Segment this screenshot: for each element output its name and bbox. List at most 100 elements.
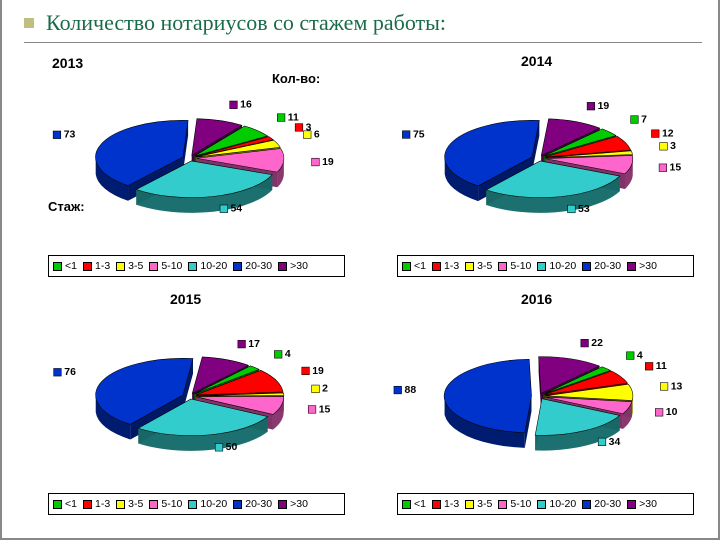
legend-item: 10-20 bbox=[188, 260, 227, 272]
slice-value-marker bbox=[655, 409, 663, 417]
legend-swatch bbox=[498, 500, 507, 509]
legend-label: 3-5 bbox=[128, 260, 143, 272]
slice-value-marker bbox=[587, 102, 595, 110]
legend-swatch bbox=[53, 262, 62, 271]
legend-swatch bbox=[498, 262, 507, 271]
legend-label: 5-10 bbox=[161, 498, 182, 510]
legend: <11-33-55-1010-2020-30>30 bbox=[397, 255, 694, 277]
slice-value-label: 19 bbox=[598, 101, 610, 112]
slice-value-marker bbox=[402, 131, 410, 139]
slice-value-marker bbox=[295, 124, 303, 132]
slice-value-label: 76 bbox=[64, 367, 76, 378]
legend-item: 1-3 bbox=[432, 498, 459, 510]
legend-swatch bbox=[627, 262, 636, 271]
legend-label: 20-30 bbox=[245, 498, 272, 510]
legend-label: 5-10 bbox=[510, 260, 531, 272]
legend-swatch bbox=[627, 500, 636, 509]
legend-item: 3-5 bbox=[116, 260, 143, 272]
legend-label: 20-30 bbox=[245, 260, 272, 272]
slice-value-marker bbox=[660, 383, 668, 391]
slice-value-marker bbox=[302, 367, 310, 375]
slice-value-marker bbox=[215, 443, 223, 451]
legend-item: 3-5 bbox=[465, 260, 492, 272]
legend-label: 5-10 bbox=[510, 498, 531, 510]
chart-panel-2014: 2014712315537519<11-33-55-1010-2020-30>3… bbox=[369, 49, 708, 281]
legend-swatch bbox=[233, 500, 242, 509]
slice-value-marker bbox=[54, 368, 62, 376]
slice-value-label: 88 bbox=[405, 385, 417, 396]
legend-label: <1 bbox=[414, 260, 426, 272]
legend-item: 1-3 bbox=[83, 498, 110, 510]
legend-swatch bbox=[432, 500, 441, 509]
legend-label: 3-5 bbox=[477, 260, 492, 272]
legend-label: >30 bbox=[639, 260, 657, 272]
legend-swatch bbox=[432, 262, 441, 271]
slice-value-label: 53 bbox=[578, 204, 590, 215]
legend-swatch bbox=[83, 262, 92, 271]
slice-value-label: 13 bbox=[671, 381, 683, 392]
slice-value-marker bbox=[220, 205, 228, 213]
legend-swatch bbox=[537, 262, 546, 271]
chart-panel-2015: 2015419215507617<11-33-55-1010-2020-30>3… bbox=[20, 287, 359, 519]
pie-chart: 419215507617 bbox=[20, 303, 359, 493]
slice-value-label: 19 bbox=[322, 157, 334, 168]
legend-swatch bbox=[149, 262, 158, 271]
slice-value-label: 54 bbox=[230, 204, 242, 215]
title-bullet bbox=[24, 18, 34, 28]
title-underline bbox=[24, 42, 702, 43]
pie-chart: 712315537519 bbox=[369, 65, 708, 255]
legend-swatch bbox=[537, 500, 546, 509]
legend-label: 20-30 bbox=[594, 260, 621, 272]
legend: <1 1-3 3-5 5-10 10-20 20-30 >30 bbox=[397, 493, 694, 515]
legend-label: >30 bbox=[639, 498, 657, 510]
slice-value-label: 10 bbox=[666, 407, 678, 418]
slice-value-marker bbox=[312, 385, 320, 393]
legend-swatch bbox=[278, 500, 287, 509]
slice-value-label: 19 bbox=[312, 366, 324, 377]
slice-value-marker bbox=[303, 131, 311, 139]
slice-value-marker bbox=[277, 114, 285, 122]
legend-label: 1-3 bbox=[444, 260, 459, 272]
legend-label: 3-5 bbox=[477, 498, 492, 510]
slice-value-label: 50 bbox=[226, 442, 238, 453]
legend-label: 1-3 bbox=[95, 498, 110, 510]
slice-value-label: 4 bbox=[285, 349, 291, 360]
legend-item: 5-10 bbox=[498, 260, 531, 272]
chart-panel-2013: 2013Кол-во:Стаж:113619547316<11-33-55-10… bbox=[20, 49, 359, 281]
legend-item: 20-30 bbox=[582, 260, 621, 272]
legend-swatch bbox=[116, 500, 125, 509]
legend-item: <1 bbox=[402, 260, 426, 272]
slice-value-marker bbox=[631, 116, 639, 124]
legend-swatch bbox=[116, 262, 125, 271]
slice-value-label: 11 bbox=[656, 361, 667, 372]
legend-label: 5-10 bbox=[161, 260, 182, 272]
legend-item: 5-10 bbox=[149, 498, 182, 510]
page-title: Количество нотариусов со стажем работы: bbox=[46, 10, 446, 36]
legend-swatch bbox=[149, 500, 158, 509]
slice-value-label: 17 bbox=[248, 339, 260, 350]
legend-label: <1 bbox=[65, 498, 77, 510]
slice-value-label: 11 bbox=[288, 112, 299, 123]
legend-label: 1-3 bbox=[444, 498, 459, 510]
slice-value-label: 16 bbox=[240, 100, 252, 111]
chart-panel-2016: 20164111310348822<11-33-55-1010-2020-30>… bbox=[369, 287, 708, 519]
legend-label: 10-20 bbox=[549, 498, 576, 510]
legend-item: 20-30 bbox=[582, 498, 621, 510]
slice-value-label: 73 bbox=[64, 130, 76, 141]
slice-value-marker bbox=[308, 406, 316, 414]
slice-value-label: 34 bbox=[609, 437, 621, 448]
pie-chart: 113619547316 bbox=[20, 65, 359, 255]
slice-value-marker bbox=[312, 158, 320, 166]
legend-item: >30 bbox=[278, 260, 308, 272]
legend-item: <1 bbox=[402, 498, 426, 510]
pie-chart: 4111310348822 bbox=[369, 303, 708, 493]
legend-item: >30 bbox=[627, 498, 657, 510]
legend-swatch bbox=[233, 262, 242, 271]
slice-value-label: 12 bbox=[662, 128, 674, 139]
legend-item: 10-20 bbox=[188, 498, 227, 510]
slice-value-label: 22 bbox=[591, 338, 603, 349]
legend-item: 1-3 bbox=[83, 260, 110, 272]
legend-item: 20-30 bbox=[233, 498, 272, 510]
legend-item: >30 bbox=[627, 260, 657, 272]
legend-label: 20-30 bbox=[594, 498, 621, 510]
